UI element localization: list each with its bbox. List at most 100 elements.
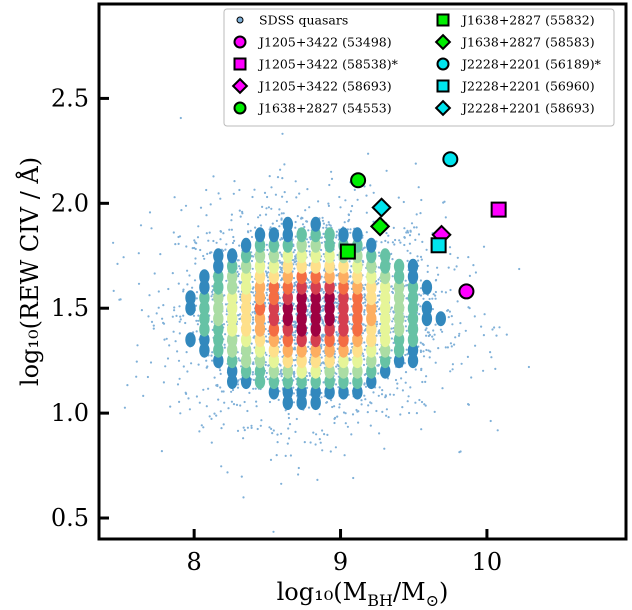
sdss-point [363, 341, 366, 344]
sdss-point [247, 223, 250, 226]
sdss-point [280, 218, 283, 221]
sdss-point [253, 294, 256, 297]
density-hexbin [310, 342, 321, 358]
sdss-point [137, 282, 141, 285]
sdss-point [264, 213, 268, 216]
sdss-point [153, 272, 156, 275]
sdss-point [210, 417, 213, 420]
sdss-point [278, 350, 281, 353]
sdss-point [162, 381, 165, 384]
sdss-point [164, 365, 167, 368]
sdss-point [212, 175, 215, 178]
sdss-point [420, 400, 424, 404]
sdss-point [349, 271, 352, 274]
sdss-point [286, 442, 289, 445]
density-hexbin [324, 248, 335, 264]
sdss-point [264, 363, 267, 367]
sdss-point [195, 319, 198, 322]
density-hexbin [352, 321, 363, 337]
sdss-point [343, 454, 346, 457]
sdss-point [269, 458, 273, 461]
sdss-point [338, 406, 341, 409]
sdss-point [333, 417, 336, 420]
density-hexbin [310, 269, 321, 285]
density-hexbin [310, 374, 321, 390]
sdss-point [349, 210, 353, 213]
sdss-point [269, 226, 272, 229]
sdss-point [292, 291, 295, 294]
sdss-point [362, 323, 365, 326]
density-hexbin [213, 300, 224, 316]
density-hexbin [240, 269, 252, 285]
density-hexbin [366, 374, 377, 390]
sdss-point [279, 304, 282, 307]
sdss-point [238, 244, 241, 247]
sdss-point [267, 271, 270, 274]
sdss-point [159, 253, 162, 256]
sdss-point [251, 373, 254, 376]
sdss-point [308, 372, 311, 375]
sdss-point [323, 433, 326, 436]
sdss-point [135, 360, 138, 363]
sdss-point [414, 401, 417, 404]
density-hexbin [393, 321, 405, 337]
sdss-point [275, 454, 278, 457]
sdss-point [240, 365, 243, 368]
sdss-point [308, 264, 311, 267]
sdss-point [238, 280, 241, 283]
sdss-point [210, 441, 213, 444]
sdss-point [303, 225, 306, 229]
sdss-point [349, 350, 352, 354]
sdss-point [375, 301, 378, 304]
sdss-point [409, 252, 412, 255]
sdss-point [293, 339, 296, 342]
density-hexbin [282, 216, 293, 232]
sdss-point [470, 376, 473, 379]
density-hexbin [199, 300, 210, 316]
sdss-point [177, 359, 181, 362]
sdss-point [336, 253, 339, 257]
legend-marker [231, 77, 249, 95]
sdss-point [195, 395, 198, 398]
sdss-point [457, 334, 461, 337]
legend-marker [233, 101, 247, 115]
sdss-point [251, 311, 254, 314]
sdss-point [350, 265, 353, 268]
sdss-point [219, 230, 222, 233]
sdss-point [280, 336, 284, 339]
sdss-point [459, 450, 462, 453]
sdss-point [404, 279, 407, 282]
sdss-point [351, 204, 354, 208]
sdss-point [178, 377, 181, 380]
sdss-point [375, 409, 378, 413]
density-hexbin [199, 269, 210, 285]
density-hexbin [282, 279, 293, 295]
sdss-point [348, 218, 351, 221]
sdss-point [276, 441, 279, 444]
sdss-point [414, 162, 417, 165]
sdss-point [266, 378, 269, 381]
sdss-point [405, 348, 408, 351]
sdss-point [279, 372, 282, 375]
sdss-point [318, 413, 321, 416]
sdss-point [365, 231, 368, 234]
sdss-point [417, 233, 421, 236]
density-hexbin [393, 258, 405, 274]
sdss-point [455, 265, 458, 268]
sdss-point [363, 309, 366, 312]
legend-box [223, 8, 615, 127]
sdss-point [491, 328, 494, 331]
density-hexbin [324, 290, 335, 306]
sdss-point [309, 323, 312, 326]
sdss-point [496, 429, 499, 432]
density-hexbin [393, 300, 405, 316]
sdss-point [344, 199, 347, 202]
density-hexbin [185, 300, 196, 316]
sdss-point [294, 235, 297, 238]
sdss-point [416, 255, 419, 258]
sdss-point [362, 247, 365, 250]
density-hexbin [324, 279, 335, 295]
density-hexbin [352, 363, 363, 379]
density-hexbin [282, 395, 293, 411]
density-hexbin [393, 332, 405, 348]
